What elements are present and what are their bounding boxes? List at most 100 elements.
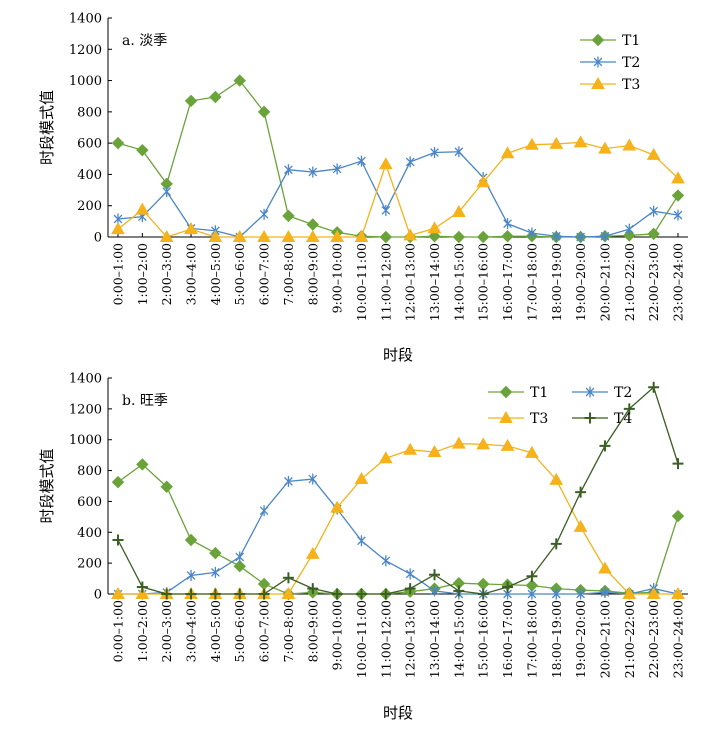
data-point-T3 <box>549 136 564 149</box>
data-point-T3 <box>305 546 320 559</box>
data-point-T4 <box>575 486 587 498</box>
legend-marker <box>591 76 605 89</box>
x-tick-label: 0:00–1:00 <box>111 243 126 305</box>
series-T1 <box>111 74 685 244</box>
data-point-T2 <box>405 156 415 168</box>
data-point-T1 <box>379 230 393 244</box>
data-point-T4 <box>550 538 562 550</box>
chart-title: a. 淡季 <box>122 33 167 49</box>
data-point-T2 <box>332 163 342 175</box>
data-point-T4 <box>526 570 538 582</box>
chart-title: b. 旺季 <box>122 393 168 409</box>
data-point-T3 <box>208 229 223 242</box>
y-tick-label: 200 <box>77 199 102 214</box>
data-point-T4 <box>380 588 392 600</box>
data-point-T4 <box>258 588 270 600</box>
data-point-T3 <box>257 229 271 242</box>
data-point-T3 <box>403 228 418 241</box>
legend-item-T3: T3 <box>580 76 640 93</box>
legend-label: T2 <box>622 55 640 71</box>
data-point-T1 <box>209 546 222 560</box>
legend-item-T2: T2 <box>580 55 640 71</box>
data-point-T2 <box>308 166 318 178</box>
series-T3 <box>111 436 685 599</box>
data-point-T2 <box>357 535 366 547</box>
data-point-T1 <box>233 560 246 573</box>
data-point-T1 <box>428 230 441 243</box>
legend-label: T4 <box>614 411 632 427</box>
y-tick-label: 1200 <box>69 43 102 58</box>
data-point-T4 <box>648 381 660 393</box>
data-point-T1 <box>452 230 466 244</box>
data-point-T3 <box>403 442 418 455</box>
data-point-T1 <box>184 94 198 108</box>
data-point-T1 <box>671 509 685 523</box>
data-point-T4 <box>453 585 465 597</box>
data-point-T3 <box>500 146 515 159</box>
y-tick-label: 400 <box>77 526 102 541</box>
data-point-T1 <box>233 74 246 87</box>
data-point-T3 <box>232 229 247 242</box>
x-tick-label: 21:00–22:00 <box>622 243 637 321</box>
data-point-T4 <box>477 588 489 600</box>
data-point-T2 <box>576 588 585 600</box>
x-tick-label: 6:00–7:00 <box>257 600 272 662</box>
legend-marker <box>499 410 513 423</box>
legend-marker <box>499 385 513 399</box>
series-T1 <box>111 458 685 601</box>
data-point-T3 <box>646 147 661 160</box>
legend-label: T3 <box>622 77 640 93</box>
x-tick-label: 10:00–11:00 <box>354 600 369 678</box>
series-T4 <box>112 381 684 600</box>
data-point-T4 <box>404 583 416 595</box>
data-point-T4 <box>161 588 173 600</box>
series-line-T2 <box>117 151 679 238</box>
x-tick-label: 23:00–24:00 <box>671 600 686 678</box>
y-tick-label: 600 <box>77 495 102 510</box>
series-line-T3 <box>117 141 679 238</box>
x-tick-label: 20:00–21:00 <box>597 600 612 678</box>
x-tick-label: 7:00–8:00 <box>281 243 296 305</box>
x-tick-label: 18:00–19:00 <box>549 243 564 321</box>
data-point-T3 <box>159 229 174 242</box>
data-point-T3 <box>184 222 198 235</box>
legend-item-T3: T3 <box>488 410 548 427</box>
data-point-T3 <box>427 445 442 458</box>
y-tick-label: 1400 <box>69 372 102 387</box>
x-tick-label: 13:00–14:00 <box>427 600 442 678</box>
data-point-T4 <box>112 534 124 546</box>
data-point-T3 <box>646 586 661 599</box>
x-tick-label: 15:00–16:00 <box>476 600 491 678</box>
data-point-T4 <box>355 588 367 600</box>
data-point-T3 <box>452 436 466 449</box>
x-axis-label: 时段 <box>383 704 413 722</box>
data-point-T4 <box>136 581 148 593</box>
x-tick-label: 14:00–15:00 <box>451 243 466 321</box>
y-tick-label: 600 <box>77 137 102 152</box>
x-tick-label: 4:00–5:00 <box>208 243 223 305</box>
x-tick-label: 10:00–11:00 <box>354 243 369 321</box>
data-point-T2 <box>381 555 391 567</box>
legend-marker <box>585 386 595 398</box>
data-point-T2 <box>551 230 561 242</box>
data-point-T2 <box>186 569 196 581</box>
x-tick-label: 12:00–13:00 <box>403 243 418 321</box>
data-point-T4 <box>234 588 246 600</box>
data-point-T2 <box>551 588 561 600</box>
data-point-T3 <box>476 437 491 450</box>
data-point-T2 <box>527 588 537 600</box>
data-point-T4 <box>502 581 514 593</box>
data-point-T4 <box>672 458 684 470</box>
data-point-T3 <box>671 586 685 599</box>
x-tick-label: 18:00–19:00 <box>549 600 564 678</box>
y-tick-label: 1000 <box>69 74 102 89</box>
x-tick-label: 11:00–12:00 <box>378 600 393 678</box>
y-axis-label: 时段模式值 <box>38 448 56 523</box>
x-tick-label: 15:00–16:00 <box>476 243 491 321</box>
series-T2 <box>113 473 683 600</box>
x-tick-label: 5:00–6:00 <box>232 243 247 305</box>
x-tick-label: 19:00–20:00 <box>573 243 588 321</box>
data-point-T3 <box>598 561 612 574</box>
legend-label: T3 <box>530 411 548 427</box>
data-point-T3 <box>500 438 515 451</box>
